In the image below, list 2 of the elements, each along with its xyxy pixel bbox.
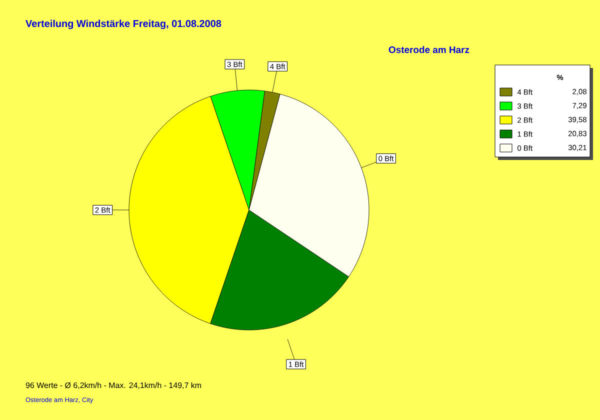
chart-title: Verteilung Windstärke Freitag, 01.08.2008 xyxy=(26,20,222,30)
chart-subtitle: Osterode am Harz xyxy=(388,46,470,54)
